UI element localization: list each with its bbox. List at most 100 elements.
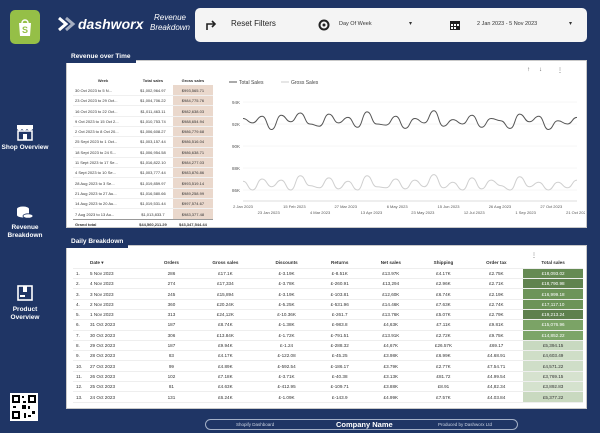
sort-down-icon[interactable]: ↓ <box>539 67 542 73</box>
chevron-down-icon: ▾ <box>409 21 413 27</box>
table-row[interactable]: 14 Aug 2023 to 20 Au... $1,019,531.44 $997… <box>73 198 213 209</box>
table-row[interactable]: 9 Oct 2023 to 15 Oct 2... $1,010,753.74 $9… <box>73 116 213 127</box>
table-row[interactable]: 25 Sept 2023 to 1 Oct... $1,003,157.44 $98… <box>73 136 213 148</box>
table-cell: £18,093.02 <box>523 268 583 280</box>
table-cell: 27 Oct 2023 <box>87 360 151 372</box>
column-header[interactable]: Returns <box>315 258 365 269</box>
reset-filters-button[interactable]: Reset Filters <box>205 17 295 33</box>
table-cell: £15,076.96 <box>523 319 583 331</box>
table-row[interactable]: 18 Sept 2023 to 24 S... $1,006,954.58 $986… <box>73 147 213 158</box>
table-cell: 28 Aug 2023 to 3 Se... <box>75 180 115 186</box>
table-row[interactable]: 2. 4 Nov 2023 274 £17,334 £-3.78K £-260.91 £13… <box>73 278 583 290</box>
column-header[interactable]: Gross sales <box>181 77 205 83</box>
column-header[interactable]: Discounts <box>257 258 316 269</box>
sort-up-icon[interactable]: ↑ <box>527 67 530 73</box>
column-header[interactable]: Week <box>97 77 109 83</box>
table-cell: £3.79K <box>364 360 418 372</box>
table-cell: £-260.91 <box>315 278 365 290</box>
table-cell: £16,999.18 <box>523 288 583 300</box>
table-cell: $1,011,463.11 <box>140 108 166 114</box>
table-cell: 26 Oct 2023 <box>87 371 151 383</box>
table-cell: $1,013,833.7 <box>141 211 165 217</box>
table-cell: $1,006,954.58 <box>140 149 166 155</box>
column-header[interactable]: Gross sales <box>192 258 258 269</box>
table-cell: £2.72K <box>417 330 470 341</box>
table-cell: £13.76K <box>364 309 418 321</box>
table-row[interactable]: 10. 27 Oct 2023 99 £4.89K £-592.54 £-186.17 £3… <box>73 360 583 372</box>
table-cell: 187 <box>150 340 193 352</box>
table-row[interactable]: 4. 2 Nov 2023 360 £20.24K £-5.25K £-531.96 £14… <box>73 299 583 310</box>
sidebar-item-label: Revenue Breakdown <box>7 224 43 239</box>
more-options-icon[interactable]: ⋮ <box>531 253 537 259</box>
column-header[interactable]: Net sales <box>364 258 418 269</box>
column-header[interactable]: Total sales <box>523 258 583 269</box>
table-row[interactable]: 11 Sept 2023 to 17 Se... $1,016,822.10 $98… <box>73 157 213 168</box>
sidebar-item-shop-overview[interactable]: Shop Overview <box>0 123 50 152</box>
y-tick-label: 92K <box>232 122 240 127</box>
table-row[interactable]: 8. 29 Oct 2023 187 £9.94K £-1.24 £-288.32 £4,6… <box>73 340 583 352</box>
table-row[interactable]: 12. 25 Oct 2023 81 £4.63K £-412.95 £-109.71 £3… <box>73 381 583 393</box>
series-line-gross-sales <box>242 174 578 191</box>
table-cell: $993,519.14 <box>172 177 213 189</box>
table-row[interactable]: 21 Aug 2023 to 27 Au... $1,016,580.66 $989… <box>73 188 213 199</box>
table-cell: £3,892.83 <box>523 381 583 393</box>
table-cell: $1,019,531.44 <box>140 201 166 207</box>
column-header[interactable]: Orders <box>150 258 193 269</box>
sidebar-item-revenue-breakdown[interactable]: Revenue Breakdown <box>0 205 50 240</box>
legend-entry: Total Sales <box>239 80 264 86</box>
table-row[interactable]: 28 Aug 2023 to 3 Se... $1,019,859.97 $993,… <box>73 177 213 189</box>
table-row[interactable]: 1. 5 Nov 2023 286 £17.1K £-3.19K £-8.51K £13.9… <box>73 268 583 280</box>
x-tick-label: 4 Mar 2023 <box>310 210 331 215</box>
calendar-icon <box>450 21 460 30</box>
table-cell: 29 Oct 2023 <box>87 340 151 352</box>
table-row[interactable]: 16 Oct 2023 to 22 Oct... $1,011,463.11 $98… <box>73 105 213 117</box>
main-area: dashworx Revenue Breakdown Reset Filters… <box>50 0 600 433</box>
table-cell: 14 Aug 2023 to 20 Au... <box>75 201 117 207</box>
table-cell: $982,638.03 <box>172 105 213 117</box>
day-of-week-dropdown[interactable]: Day Of Week ▾ <box>317 17 417 33</box>
table-row[interactable]: 5. 1 Nov 2023 313 £24,12K £-10.36K £-261.7 £13… <box>73 309 583 321</box>
table-row[interactable]: 9. 28 Oct 2023 83 £4.17K £-122.08 £-45.25 £3.9… <box>73 350 583 362</box>
x-tick-label: 26 Aug 2023 <box>489 204 512 209</box>
table-cell: £9.81K <box>469 319 524 331</box>
footer: Shopify Dashboard Company Name Produced … <box>205 419 518 430</box>
table-cell: $988,654.94 <box>172 116 213 127</box>
table-cell: £3.98K <box>364 350 418 362</box>
table-cell: 8. <box>73 340 87 352</box>
column-header[interactable]: Order tax <box>469 258 524 269</box>
column-header-date[interactable]: Date ▾ <box>87 258 151 269</box>
table-row[interactable]: 3. 3 Nov 2023 245 £15,894 £-3.19K £-103.81 £12… <box>73 288 583 300</box>
table-cell: 3 Nov 2023 <box>87 288 151 300</box>
table-cell: £3.88K <box>364 381 418 393</box>
date-range-picker[interactable]: 2 Jan 2023 - 5 Nov 2023 ▾ <box>449 17 579 33</box>
table-row[interactable]: 11. 26 Oct 2023 102 £7.18K £-3.71K £-40.38 £3.… <box>73 371 583 383</box>
table-cell: £5.07K <box>417 309 470 321</box>
table-row[interactable]: 6. 31 Oct 2023 187 £8.74K £-1.38K £-983.8 £4,6… <box>73 319 583 331</box>
table-cell: £3,769.15 <box>523 371 583 383</box>
table-cell: £7.63K <box>417 299 470 310</box>
table-cell: £6.99K <box>417 350 470 362</box>
table-cell: £-1.72K <box>257 330 316 341</box>
table-cell: $1,002,964.97 <box>140 87 166 93</box>
table-row[interactable]: 13. 24 Oct 2023 131 £6.24K £-1.09K £-143.9 £4.… <box>73 391 583 403</box>
table-cell: £26.57K <box>417 340 470 352</box>
table-row[interactable]: 30 Oct 2023 to 5 N... $1,002,964.97 $993,5… <box>73 85 213 96</box>
table-cell: 25 Oct 2023 <box>87 381 151 393</box>
table-cell: 131 <box>150 391 193 403</box>
table-row[interactable]: 2 Oct 2023 to 8 Oct 20... $1,006,608.27 $9… <box>73 126 213 137</box>
chevron-down-icon: ▾ <box>569 21 573 27</box>
sidebar-item-product-overview[interactable]: Product Overview <box>0 283 50 322</box>
table-row[interactable]: 23 Oct 2023 to 29 Oct... $1,004,706.22 $98… <box>73 95 213 106</box>
table-cell: £17.1K <box>192 268 258 280</box>
table-row[interactable]: 4 Sept 2023 to 10 Se... $1,003,777.44 $983… <box>73 167 213 178</box>
column-header[interactable]: Total sales <box>142 77 164 83</box>
column-header[interactable]: Shipping <box>417 258 470 269</box>
more-options-icon[interactable]: ⋮ <box>557 68 563 74</box>
table-cell: 10. <box>73 360 87 372</box>
table-row[interactable]: 7 Aug 2023 to 13 Au... $1,013,833.7 $983,3… <box>73 208 213 220</box>
table-cell: 6. <box>73 319 87 331</box>
table-cell: 4. <box>73 299 87 310</box>
table-row[interactable]: 7. 30 Oct 2023 306 £13.84K £-1.72K £-791.51 £1… <box>73 330 583 341</box>
table-cell: $1,003,157.44 <box>140 139 166 145</box>
table-cell: £4.89K <box>192 360 258 372</box>
